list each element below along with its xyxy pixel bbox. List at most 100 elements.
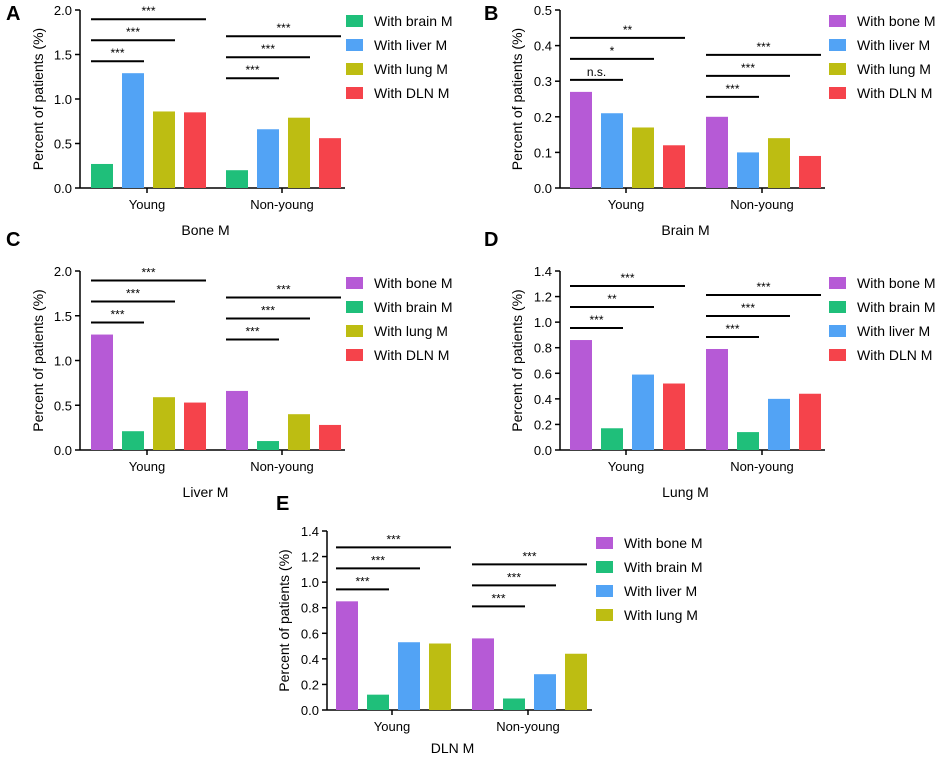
y-tick-label: 0.3 bbox=[534, 74, 552, 89]
y-tick-label: 0.0 bbox=[301, 703, 319, 718]
bar bbox=[91, 163, 113, 188]
bar bbox=[799, 155, 821, 188]
y-tick-label: 0.2 bbox=[534, 417, 552, 432]
x-tick-label: Young bbox=[129, 197, 165, 212]
bar bbox=[153, 397, 175, 450]
y-tick-label: 0.8 bbox=[301, 601, 319, 616]
bar bbox=[122, 73, 144, 188]
bar bbox=[503, 698, 525, 710]
significance-label: *** bbox=[522, 549, 536, 563]
significance-label: *** bbox=[110, 308, 124, 322]
legend-label: With DLN M bbox=[374, 85, 449, 101]
y-tick-label: 1.2 bbox=[301, 550, 319, 565]
y-tick-label: 2.0 bbox=[54, 264, 72, 279]
legend-label: With DLN M bbox=[857, 347, 932, 363]
legend-label: With brain M bbox=[374, 299, 453, 315]
y-tick-label: 0.2 bbox=[534, 110, 552, 125]
legend-label: With lung M bbox=[374, 61, 448, 77]
legend-swatch bbox=[829, 277, 846, 289]
significance-label: *** bbox=[261, 42, 275, 56]
y-tick-label: 0.5 bbox=[54, 398, 72, 413]
significance-label: *** bbox=[725, 322, 739, 336]
legend-label: With liver M bbox=[857, 37, 930, 53]
y-axis-title: Percent of patients (%) bbox=[509, 289, 525, 431]
y-axis-title: Percent of patients (%) bbox=[509, 28, 525, 170]
y-tick-label: 0.5 bbox=[534, 3, 552, 18]
significance-label: *** bbox=[141, 266, 155, 280]
legend-label: With brain M bbox=[374, 13, 453, 29]
legend-swatch bbox=[829, 325, 846, 337]
x-tick-label: Young bbox=[129, 459, 165, 474]
bar bbox=[706, 116, 728, 188]
panel-letter: C bbox=[6, 229, 20, 251]
significance-label: *** bbox=[126, 287, 140, 301]
bar bbox=[663, 145, 685, 188]
x-tick-label: Non-young bbox=[496, 719, 560, 734]
legend-swatch bbox=[346, 325, 363, 337]
significance-label: *** bbox=[141, 4, 155, 18]
bar bbox=[768, 138, 790, 188]
significance-label: *** bbox=[355, 574, 369, 588]
bar bbox=[257, 129, 279, 188]
legend-swatch bbox=[829, 63, 846, 75]
x-axis-title: Lung M bbox=[662, 484, 709, 500]
legend-swatch bbox=[829, 87, 846, 99]
bar bbox=[91, 334, 113, 450]
legend-label: With liver M bbox=[374, 37, 447, 53]
significance-label: *** bbox=[126, 25, 140, 39]
y-tick-label: 1.0 bbox=[54, 92, 72, 107]
legend-label: With bone M bbox=[857, 275, 936, 291]
bar bbox=[632, 374, 654, 450]
bar bbox=[153, 111, 175, 188]
legend-label: With brain M bbox=[857, 299, 936, 315]
significance-label: *** bbox=[741, 61, 755, 75]
legend-label: With lung M bbox=[624, 607, 698, 623]
bar bbox=[534, 674, 556, 710]
legend-label: With lung M bbox=[374, 323, 448, 339]
panel-letter: D bbox=[484, 229, 498, 251]
bar bbox=[319, 138, 341, 188]
significance-label: *** bbox=[276, 283, 290, 297]
legend-label: With liver M bbox=[624, 583, 697, 599]
bar bbox=[288, 414, 310, 450]
legend-swatch bbox=[346, 277, 363, 289]
legend-label: With brain M bbox=[624, 559, 703, 575]
chart-panel-a: A 0.0 0.5 1.0 1.5 2.0 Percent of patients (%) Y… bbox=[6, 3, 453, 238]
legend-label: With bone M bbox=[857, 13, 936, 29]
significance-label: *** bbox=[507, 570, 521, 584]
significance-label: * bbox=[610, 44, 615, 58]
legend-swatch bbox=[829, 15, 846, 27]
significance-label: *** bbox=[245, 325, 259, 339]
chart-panel-e: E 0.0 0.2 0.4 0.6 0.8 1.0 1.2 1.4 Percent of pati… bbox=[276, 493, 703, 756]
x-tick-label: Non-young bbox=[250, 459, 314, 474]
y-axis-title: Percent of patients (%) bbox=[30, 28, 46, 170]
y-tick-label: 1.5 bbox=[54, 309, 72, 324]
bar bbox=[570, 340, 592, 450]
x-axis-title: Bone M bbox=[181, 222, 229, 238]
significance-label: *** bbox=[491, 591, 505, 605]
legend-label: With liver M bbox=[857, 323, 930, 339]
significance-label: *** bbox=[620, 271, 634, 285]
panel-letter: A bbox=[6, 3, 20, 25]
legend-swatch bbox=[346, 87, 363, 99]
bar bbox=[632, 127, 654, 188]
y-tick-label: 0.2 bbox=[301, 677, 319, 692]
bar bbox=[398, 642, 420, 710]
x-axis-title: Liver M bbox=[183, 484, 229, 500]
bar bbox=[184, 402, 206, 450]
significance-label: *** bbox=[386, 532, 400, 546]
y-tick-label: 1.4 bbox=[301, 524, 319, 539]
bar bbox=[257, 441, 279, 450]
significance-label: *** bbox=[245, 63, 259, 77]
y-tick-label: 0.4 bbox=[534, 392, 552, 407]
y-tick-label: 0.4 bbox=[301, 652, 319, 667]
legend-swatch bbox=[829, 301, 846, 313]
x-tick-label: Young bbox=[374, 719, 410, 734]
bar bbox=[601, 113, 623, 188]
legend-swatch bbox=[829, 39, 846, 51]
x-tick-label: Non-young bbox=[250, 197, 314, 212]
legend-swatch bbox=[346, 15, 363, 27]
bar bbox=[226, 170, 248, 188]
